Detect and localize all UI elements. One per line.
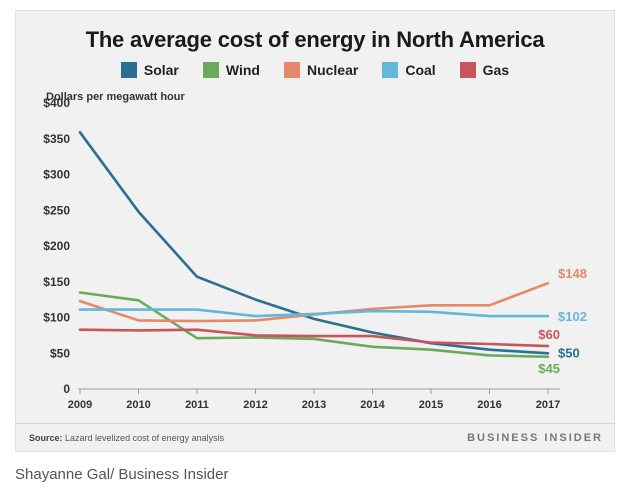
legend-swatch-coal — [382, 62, 399, 78]
x-tick-label: 2009 — [68, 399, 92, 411]
footer-bar: Source: Lazard levelized cost of energy … — [15, 423, 615, 451]
y-tick-label: $350 — [43, 132, 70, 146]
legend-label-nuclear: Nuclear — [306, 62, 359, 78]
legend-entry-nuclear: Nuclear — [283, 62, 359, 78]
brand-logo: BUSINESS INSIDER — [467, 432, 603, 444]
y-tick-label: $250 — [43, 203, 70, 217]
x-tick-label: 2010 — [126, 399, 150, 411]
end-value-label-solar: $50 — [558, 345, 580, 360]
series-line-solar — [78, 131, 550, 355]
y-tick-label: $300 — [43, 168, 70, 182]
y-tick-label: 0 — [63, 382, 70, 396]
y-tick-label: $150 — [43, 275, 70, 289]
legend-label-coal: Coal — [405, 62, 436, 78]
x-tick-label: 2013 — [302, 399, 326, 411]
legend-swatch-wind — [202, 62, 219, 78]
series-line-wind — [78, 291, 550, 359]
end-value-label-coal: $102 — [558, 309, 587, 324]
legend-swatch-solar — [120, 62, 137, 78]
chart-card: The average cost of energy in North Amer… — [15, 10, 615, 452]
legend-entry-gas: Gas — [459, 62, 510, 78]
legend-entry-solar: Solar — [120, 62, 179, 78]
source-label: Source: — [29, 433, 63, 443]
legend-entry-wind: Wind — [202, 62, 260, 78]
image-credit: Shayanne Gal/ Business Insider — [15, 466, 229, 483]
legend: Solar Wind Nuclear Coal Gas — [16, 62, 614, 78]
x-tick-label: 2011 — [185, 399, 209, 411]
legend-swatch-nuclear — [283, 62, 300, 78]
x-tick-label: 2017 — [536, 399, 560, 411]
end-value-label-nuclear: $148 — [558, 266, 587, 281]
y-tick-label: $400 — [43, 96, 70, 110]
x-tick-label: 2014 — [360, 399, 385, 411]
y-tick-label: $200 — [43, 239, 70, 253]
legend-label-wind: Wind — [225, 62, 260, 78]
series-line-coal — [78, 308, 550, 318]
source-text: Lazard levelized cost of energy analysis — [65, 433, 225, 443]
chart-title: The average cost of energy in North Amer… — [85, 27, 545, 52]
y-tick-label: $100 — [43, 311, 70, 325]
y-axis-label: Dollars per megawatt hour — [46, 91, 185, 103]
source-note: Source: Lazard levelized cost of energy … — [29, 433, 224, 443]
x-tick-label: 2012 — [243, 399, 267, 411]
x-tick-label: 2016 — [477, 399, 501, 411]
legend-label-solar: Solar — [143, 62, 179, 78]
x-tick-label: 2015 — [419, 399, 443, 411]
end-value-label-gas: $60 — [538, 327, 560, 342]
y-tick-label: $50 — [50, 346, 70, 360]
legend-entry-coal: Coal — [382, 62, 436, 78]
legend-label-gas: Gas — [482, 62, 510, 78]
end-value-label-wind: $45 — [538, 361, 560, 376]
legend-swatch-gas — [459, 62, 476, 78]
series-line-gas — [78, 328, 550, 348]
